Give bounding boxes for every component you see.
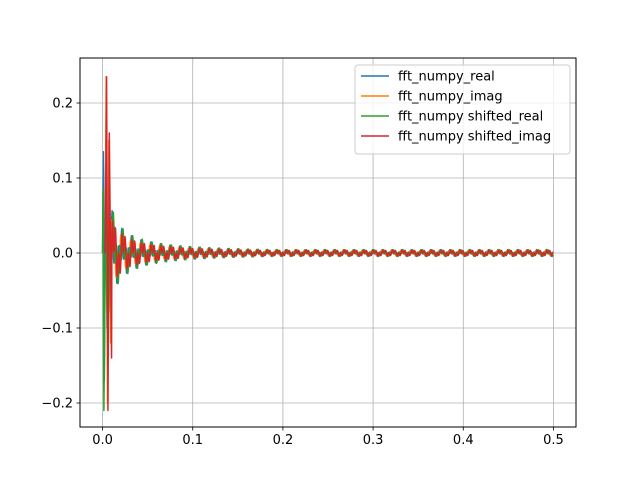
legend-frame [354, 64, 571, 155]
axes-frame [79, 57, 577, 428]
y-tick-label: 0.1 [52, 172, 73, 187]
x-tick-label: 0.3 [363, 433, 384, 448]
series-line-1 [101, 151, 554, 382]
legend: fft_numpy_real fft_numpy_imag fft_numpy sh… [354, 64, 571, 155]
y-tick-label: −0.1 [41, 322, 73, 337]
axis-ticks: 0.0 0.1 0.2 0.3 0.4 0.5 −0.2 −0.1 0.0 0.1 0.2 [41, 97, 563, 449]
x-tick-label: 0.0 [92, 433, 113, 448]
y-tick-label: −0.2 [41, 397, 73, 412]
y-tick-label: 0.0 [52, 247, 73, 262]
x-tick-label: 0.4 [453, 433, 474, 448]
legend-label: fft_numpy_imag [398, 90, 503, 105]
y-tick-label: 0.2 [52, 97, 73, 112]
legend-label: fft_numpy_real [398, 70, 495, 85]
x-tick-label: 0.2 [273, 433, 294, 448]
series-lines [101, 76, 554, 412]
x-tick-label: 0.5 [543, 433, 564, 448]
legend-label: fft_numpy shifted_real [398, 110, 543, 125]
x-tick-label: 0.1 [182, 433, 203, 448]
series-line-4 [104, 76, 554, 412]
legend-label: fft_numpy shifted_imag [398, 130, 551, 145]
series-line-3 [101, 188, 554, 412]
